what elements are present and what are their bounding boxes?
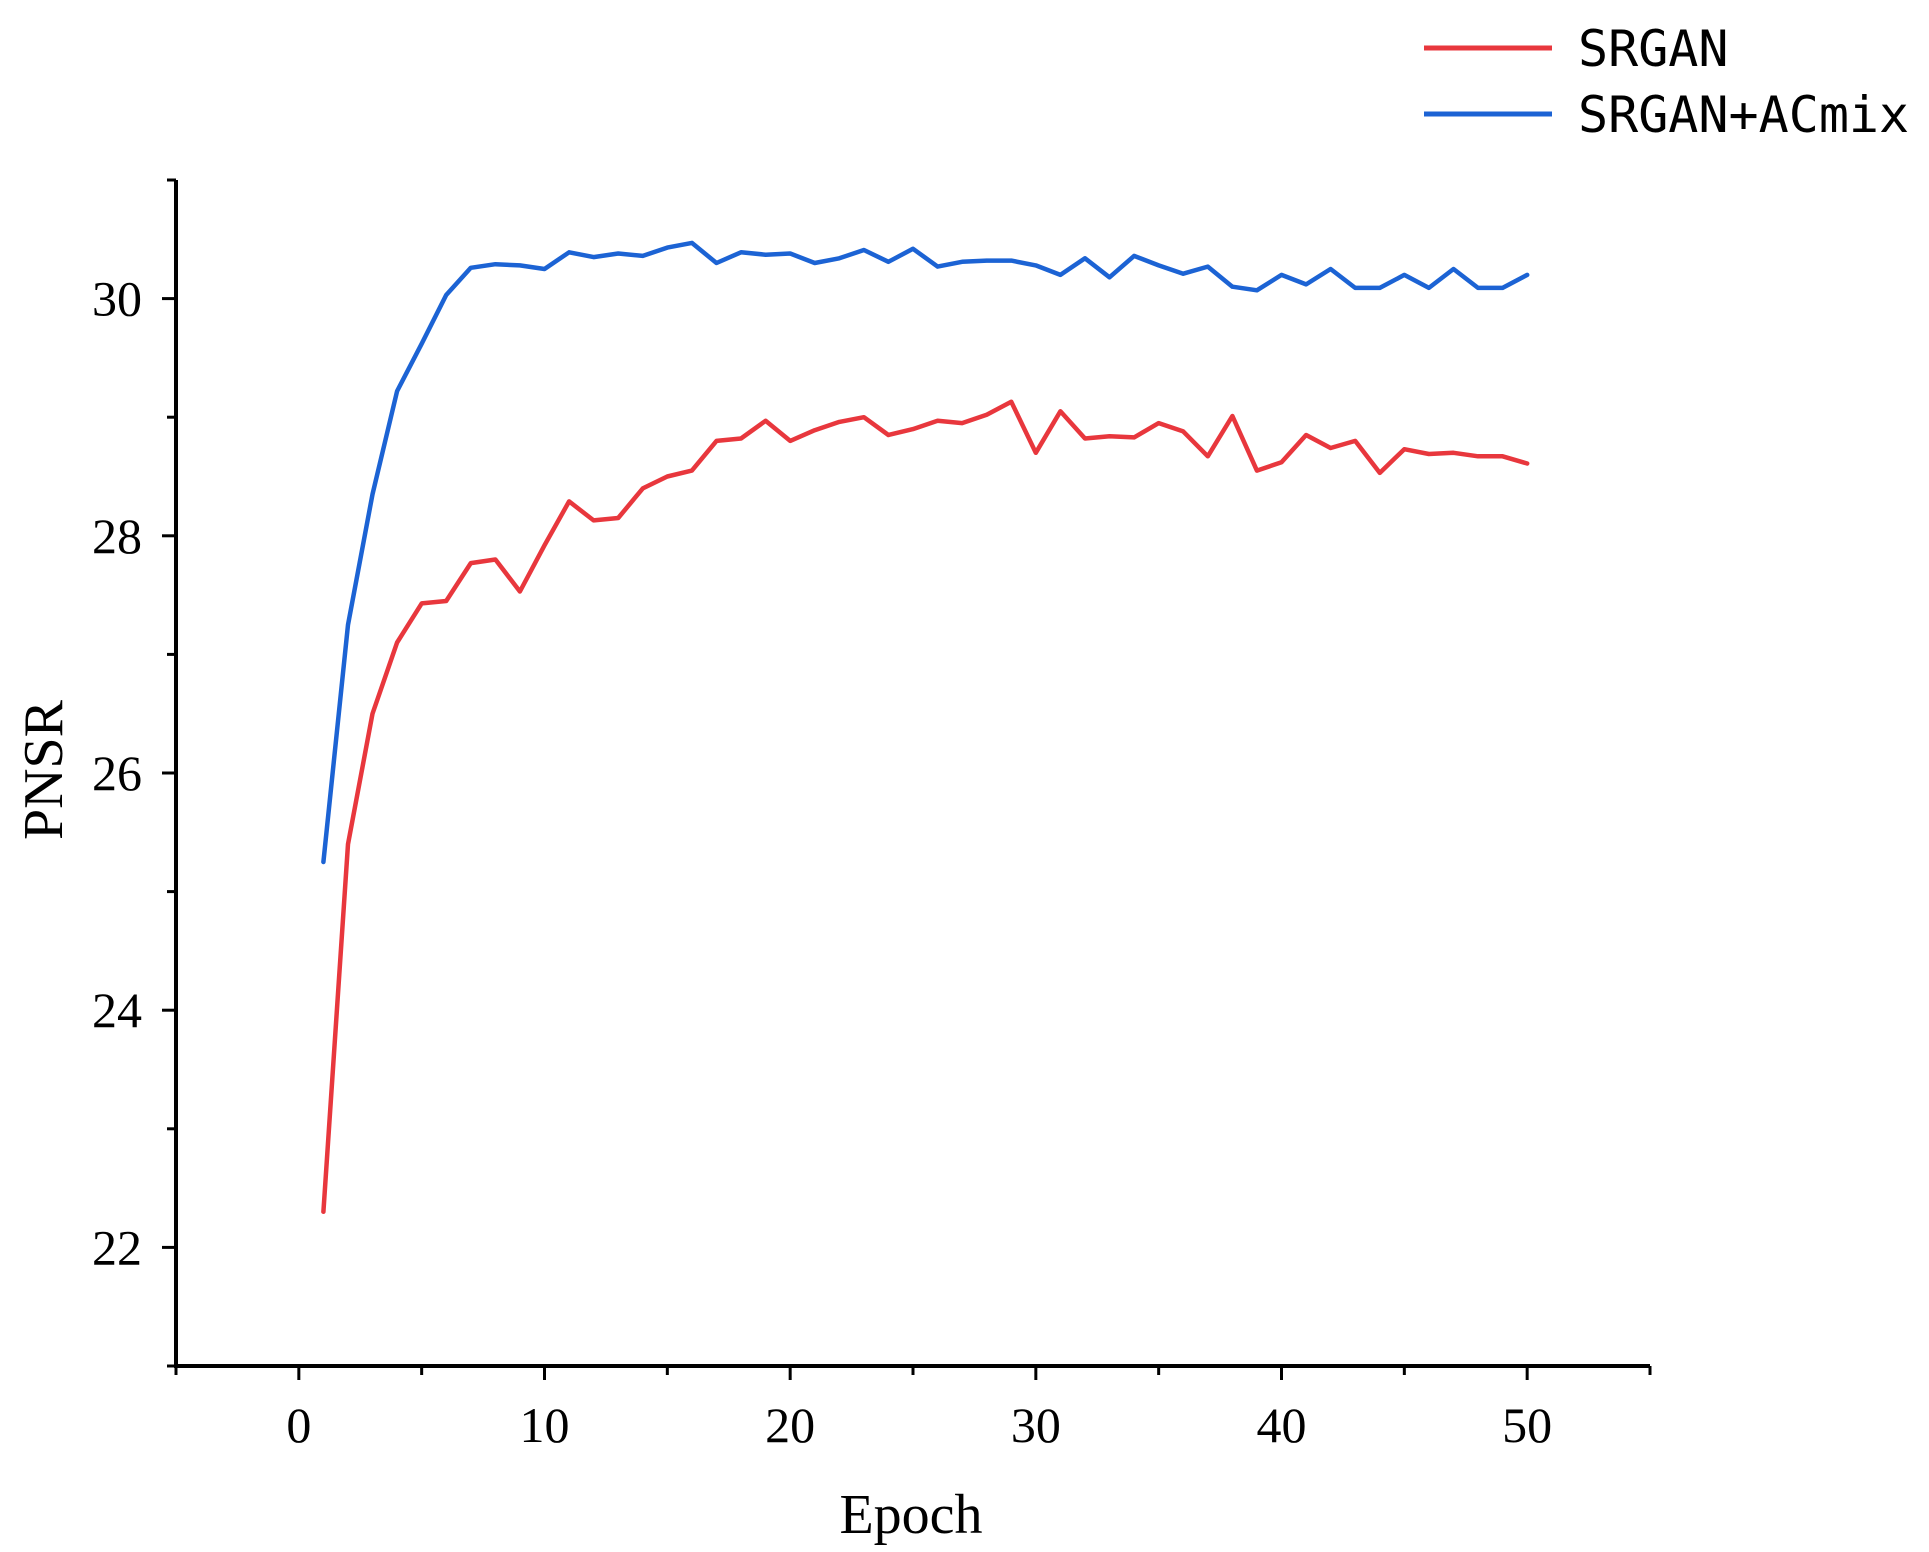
y-tick-label: 24 xyxy=(92,982,142,1038)
x-axis-title: Epoch xyxy=(839,1484,982,1546)
x-tick-label: 20 xyxy=(765,1397,815,1453)
y-tick-label: 26 xyxy=(92,745,142,801)
y-tick-label: 22 xyxy=(92,1219,142,1275)
legend-label: SRGAN+ACmix xyxy=(1578,86,1909,144)
y-tick-label: 30 xyxy=(92,271,142,327)
x-tick-label: 50 xyxy=(1502,1397,1552,1453)
x-tick-label: 40 xyxy=(1257,1397,1307,1453)
y-tick-label: 28 xyxy=(92,508,142,564)
axes: 0 10 20 30 40 50 22 24 26 28 30 xyxy=(92,178,1652,1453)
y-axis-title: PNSR xyxy=(13,699,75,840)
series-line-srgan-acmix xyxy=(321,240,1530,865)
plot-lines xyxy=(321,240,1530,1215)
x-tick-label: 10 xyxy=(520,1397,570,1453)
legend: SRGAN SRGAN+ACmix xyxy=(1424,20,1909,144)
legend-label: SRGAN xyxy=(1578,20,1729,78)
series-line-srgan xyxy=(321,399,1530,1215)
x-tick-label: 0 xyxy=(286,1397,311,1453)
x-tick-label: 30 xyxy=(1011,1397,1061,1453)
